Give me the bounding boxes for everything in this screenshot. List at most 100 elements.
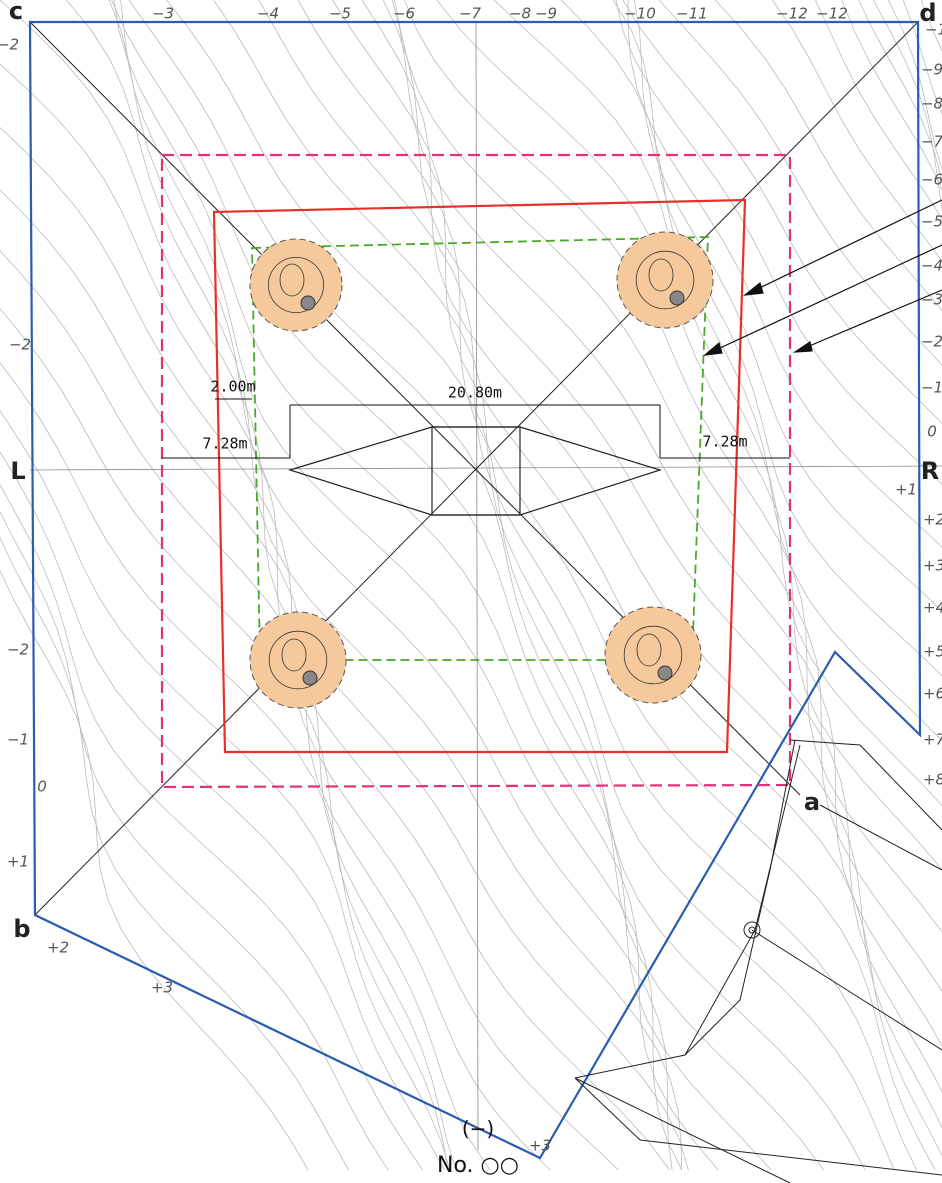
leader-arrows [703,199,942,356]
contour-label: −12 [776,5,808,23]
inner-dashed-boundary [251,236,709,661]
site-boundary [28,20,922,1160]
contour-line [0,362,449,1171]
contour-label: +5 [923,643,942,661]
contour-label: +2 [47,939,69,957]
contour-line [258,0,917,1171]
contour-line [361,0,942,1129]
contour-label: −7 [459,5,482,23]
contour-label: −7 [921,133,942,151]
contour-line [66,0,683,1171]
contour-label: −3 [152,5,174,23]
contour-line [0,127,619,1171]
contour-line [714,0,942,312]
contour-label: +3 [923,557,942,575]
tree-trunk [302,670,318,686]
contour-line [634,0,942,612]
contour-line [166,0,866,1171]
contour-line [108,0,673,1171]
outer-dashed-boundary [160,153,792,789]
corner-label: a [804,788,820,816]
contour-label: +1 [7,853,29,871]
contour-line [814,0,942,221]
tree-core [636,633,662,667]
contour-label: −3 [921,291,942,309]
roof-ridge [287,426,663,516]
contour-line [394,0,942,993]
contour-label: −5 [921,213,942,231]
contour-label: 0 [37,778,47,796]
contour-label: +8 [923,771,942,789]
contour-label: +1 [895,481,917,499]
contour-label: +4 [923,599,942,617]
center-axis-vertical [475,21,479,1151]
contour-label: −9 [535,5,557,23]
contour-label: +6 [923,685,942,703]
contour-line [213,0,895,1171]
corner-label: c [9,0,23,25]
tree-canopy [616,231,714,329]
tree-core [648,258,674,292]
contour-line [128,0,825,1171]
tree-canopy [249,611,347,709]
contour-label: −4 [257,5,279,23]
contour-line [873,0,942,211]
contour-label: −2 [7,641,29,659]
contour-label: −2 [0,36,19,54]
contour-label: −10 [624,5,656,23]
contour-line [332,0,942,1157]
contour-label: −4 [921,257,942,275]
contour-label: −2 [921,333,942,351]
contour-line [382,0,942,1093]
tree-ring [268,630,328,690]
trees [249,231,714,709]
footer-sign: (−) [462,1117,494,1141]
contour-line [0,410,451,1171]
contour-label: +3 [151,979,173,997]
contour-label: +2 [923,511,942,529]
contour-label: −1 [7,731,29,749]
contour-label: −8 [509,5,531,23]
contour-line [0,250,491,1171]
dimension-label: 20.80m [448,384,502,402]
contour-label: −2 [9,336,31,354]
corner-label: d [919,0,936,27]
dimension-label: 7.28m [202,435,247,453]
roof-center [431,426,521,516]
contour-line [612,0,942,677]
contour-label: 0 [927,423,937,441]
contour-line [627,0,942,548]
contour-line [113,0,719,1171]
contour-line [436,0,942,871]
footer-number: No. ○○ [437,1153,519,1178]
contour-line [0,308,457,1171]
contour-label: −11 [676,5,708,23]
contour-line [658,0,942,366]
contour-line [297,0,936,1171]
dimension-label: 2.00m [210,378,255,396]
contour-line [622,0,942,425]
contour-line [391,0,942,1047]
contour-label: −12 [816,5,848,23]
contour-line [0,510,389,1171]
contour-line [0,189,551,1171]
tree-ring [623,625,683,685]
contour-label: −1 [921,379,942,397]
diagonal [34,21,919,916]
contour-label: −1 [925,21,942,39]
corner-label: L [10,457,25,485]
contour-line [0,451,445,1171]
corner-label: R [921,457,939,485]
contour-label: −9 [921,61,942,79]
contour-line [772,0,942,263]
tree-trunk [657,665,673,681]
corner-label: b [13,915,30,943]
contour-label: −8 [921,95,942,113]
dimension-label: 7.28m [702,433,747,451]
contour-line [0,63,670,1171]
contour-label: −6 [921,171,942,189]
contour-line [493,0,942,807]
